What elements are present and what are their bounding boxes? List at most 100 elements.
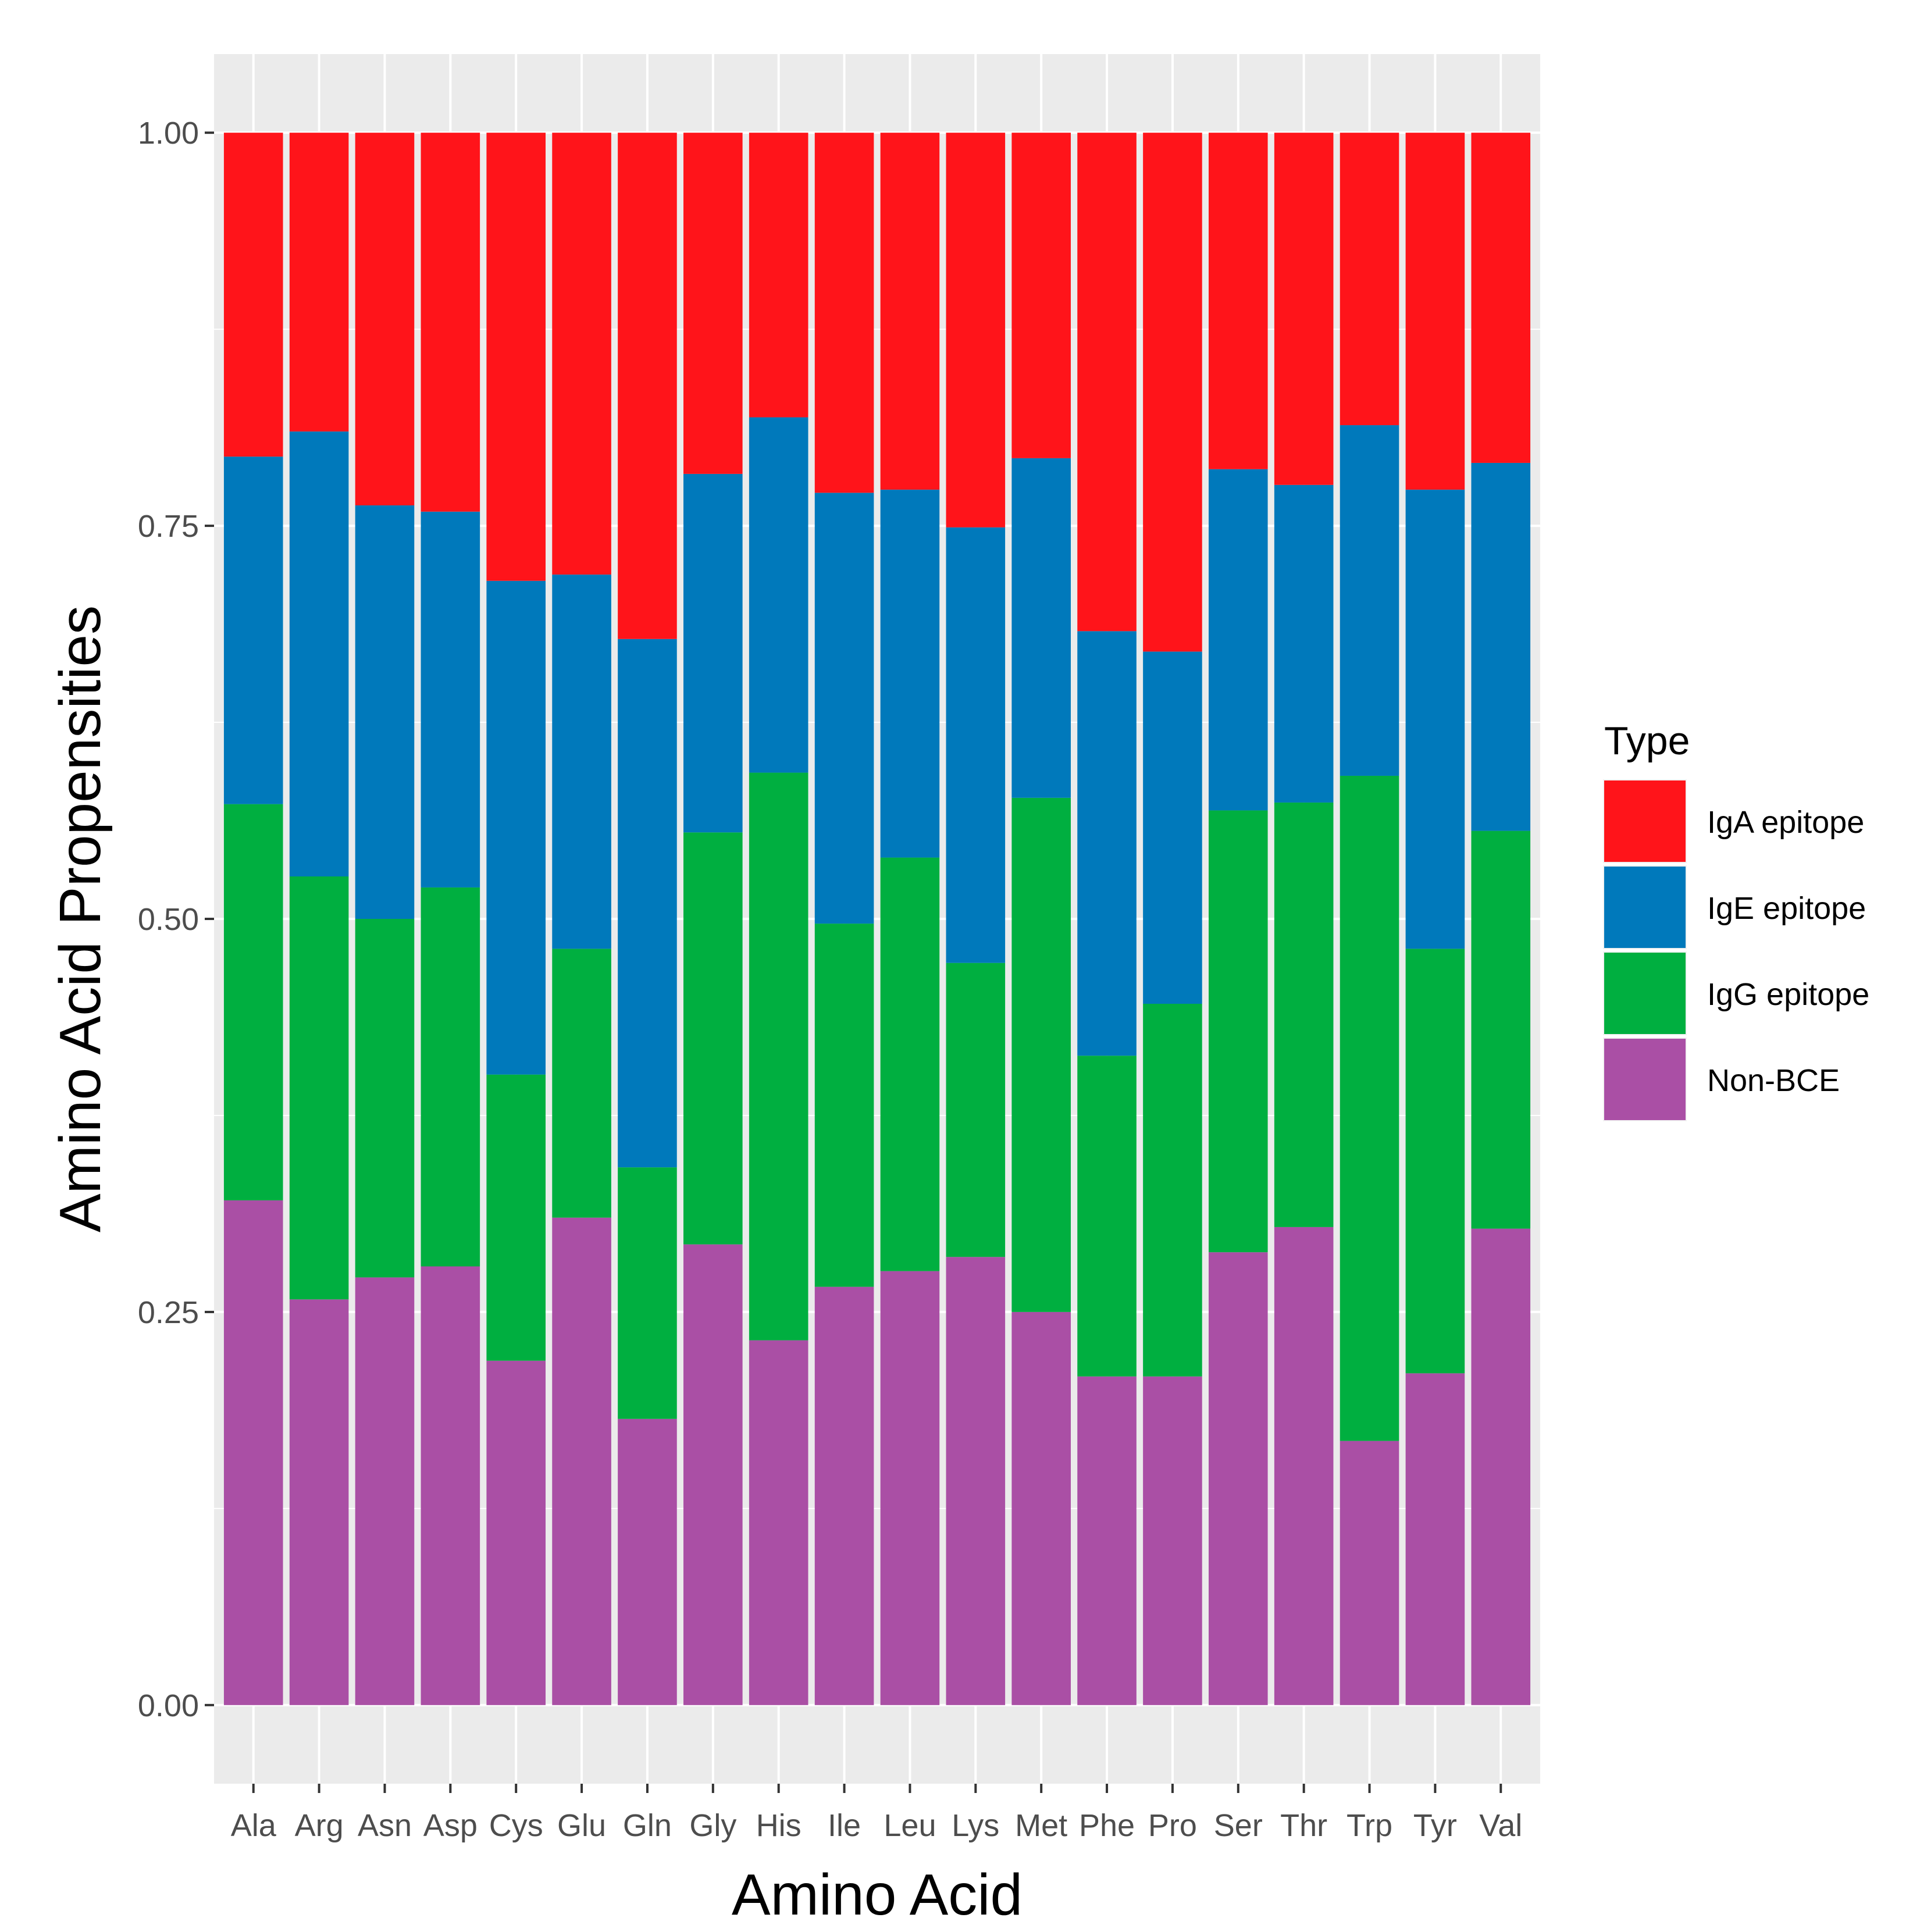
bar-met-iga-epitope xyxy=(1011,133,1071,458)
bar-arg-non-bce xyxy=(289,1299,349,1705)
bar-asn-non-bce xyxy=(355,1277,415,1705)
bar-pro-ige-epitope xyxy=(1143,651,1202,1004)
bar-leu-ige-epitope xyxy=(880,489,940,858)
bar-asn-igg-epitope xyxy=(355,919,415,1278)
bar-asp-igg-epitope xyxy=(421,887,480,1267)
legend-swatch-ige-epitope xyxy=(1604,867,1686,948)
bar-val-ige-epitope xyxy=(1471,462,1531,831)
bar-leu-igg-epitope xyxy=(880,857,940,1271)
bar-glu-igg-epitope xyxy=(552,949,611,1218)
bars xyxy=(223,133,1531,1705)
bar-thr-ige-epitope xyxy=(1274,484,1334,803)
bar-lys-iga-epitope xyxy=(946,133,1006,527)
x-tick-label-met: Met xyxy=(1015,1808,1067,1843)
bar-asp-iga-epitope xyxy=(421,133,480,512)
legend: Type IgA epitope IgE epitope IgG epitope No… xyxy=(1603,719,1869,1121)
x-tick-label-asn: Asn xyxy=(358,1808,412,1843)
x-tick-label-glu: Glu xyxy=(557,1808,606,1843)
x-tick-label-trp: Trp xyxy=(1347,1808,1392,1843)
bar-met-igg-epitope xyxy=(1011,797,1071,1312)
bar-phe-iga-epitope xyxy=(1077,133,1137,632)
x-tick-label-val: Val xyxy=(1479,1808,1522,1843)
x-tick-label-gly: Gly xyxy=(689,1808,736,1843)
bar-asn-iga-epitope xyxy=(355,133,415,505)
bar-gln-non-bce xyxy=(618,1418,677,1705)
bar-trp-ige-epitope xyxy=(1340,425,1399,776)
bar-cys-ige-epitope xyxy=(486,580,546,1075)
bar-asn-ige-epitope xyxy=(355,505,415,919)
bar-glu-iga-epitope xyxy=(552,133,611,575)
bar-arg-igg-epitope xyxy=(289,876,349,1300)
bar-ser-ige-epitope xyxy=(1209,469,1268,811)
bar-trp-non-bce xyxy=(1340,1441,1399,1705)
y-axis: 0.00 0.25 0.50 0.75 1.00 xyxy=(138,116,214,1723)
x-tick-label-ala: Ala xyxy=(231,1808,277,1843)
bar-val-non-bce xyxy=(1471,1228,1531,1705)
bar-his-iga-epitope xyxy=(749,133,808,418)
x-tick-label-phe: Phe xyxy=(1079,1808,1135,1843)
legend-label-ige-epitope: IgE epitope xyxy=(1707,891,1866,926)
bar-tyr-non-bce xyxy=(1405,1373,1465,1705)
y-axis-title: Amino Acid Propensities xyxy=(48,605,113,1232)
bar-glu-ige-epitope xyxy=(552,574,611,949)
legend-label-iga-epitope: IgA epitope xyxy=(1707,805,1864,840)
bar-ala-ige-epitope xyxy=(223,457,283,804)
bar-gln-iga-epitope xyxy=(618,133,677,639)
bar-phe-igg-epitope xyxy=(1077,1056,1137,1377)
x-tick-label-ile: Ile xyxy=(828,1808,861,1843)
bar-arg-ige-epitope xyxy=(289,431,349,877)
bar-lys-ige-epitope xyxy=(946,527,1006,963)
x-axis-title: Amino Acid xyxy=(732,1862,1023,1927)
bar-gly-igg-epitope xyxy=(683,832,743,1245)
bar-cys-igg-epitope xyxy=(486,1074,546,1361)
bar-pro-non-bce xyxy=(1143,1376,1202,1705)
bar-leu-iga-epitope xyxy=(880,133,940,490)
bar-ala-igg-epitope xyxy=(223,804,283,1200)
bar-cys-iga-epitope xyxy=(486,133,546,581)
bar-his-ige-epitope xyxy=(749,417,808,773)
bar-gln-ige-epitope xyxy=(618,639,677,1168)
legend-label-igg-epitope: IgG epitope xyxy=(1707,977,1869,1012)
bar-phe-ige-epitope xyxy=(1077,631,1137,1056)
bar-his-non-bce xyxy=(749,1340,808,1705)
bar-cys-non-bce xyxy=(486,1360,546,1705)
x-tick-label-his: His xyxy=(756,1808,802,1843)
bar-thr-non-bce xyxy=(1274,1227,1334,1705)
bar-pro-iga-epitope xyxy=(1143,133,1202,652)
x-tick-label-arg: Arg xyxy=(295,1808,344,1843)
bar-ile-ige-epitope xyxy=(814,493,874,924)
bar-lys-igg-epitope xyxy=(946,963,1006,1257)
legend-swatch-igg-epitope xyxy=(1604,953,1686,1034)
y-tick-label-4: 1.00 xyxy=(138,116,199,151)
bar-ala-non-bce xyxy=(223,1200,283,1705)
bar-thr-iga-epitope xyxy=(1274,133,1334,485)
y-tick-label-2: 0.50 xyxy=(138,902,199,937)
x-axis: Ala Arg Asn Asp Cys Glu Gln Gly His Ile Leu Lys Met P… xyxy=(231,1784,1522,1843)
bar-ile-igg-epitope xyxy=(814,924,874,1287)
bar-tyr-iga-epitope xyxy=(1405,133,1465,490)
x-tick-label-pro: Pro xyxy=(1148,1808,1197,1843)
bar-val-igg-epitope xyxy=(1471,830,1531,1229)
bar-trp-igg-epitope xyxy=(1340,775,1399,1441)
x-tick-label-ser: Ser xyxy=(1214,1808,1263,1843)
bar-asp-non-bce xyxy=(421,1266,480,1705)
y-tick-label-3: 0.75 xyxy=(138,509,199,544)
bar-lys-non-bce xyxy=(946,1257,1006,1705)
bar-asp-ige-epitope xyxy=(421,511,480,887)
x-tick-label-gln: Gln xyxy=(623,1808,672,1843)
bar-pro-igg-epitope xyxy=(1143,1003,1202,1377)
legend-label-non-bce: Non-BCE xyxy=(1707,1063,1840,1098)
bar-arg-iga-epitope xyxy=(289,133,349,432)
bar-ser-non-bce xyxy=(1209,1252,1268,1705)
bar-met-non-bce xyxy=(1011,1311,1071,1705)
y-tick-label-0: 0.00 xyxy=(138,1688,199,1723)
bar-gly-iga-epitope xyxy=(683,133,743,474)
bar-ser-igg-epitope xyxy=(1209,810,1268,1253)
y-tick-label-1: 0.25 xyxy=(138,1295,199,1330)
bar-ser-iga-epitope xyxy=(1209,133,1268,469)
bar-gln-igg-epitope xyxy=(618,1167,677,1419)
x-tick-label-asp: Asp xyxy=(423,1808,478,1843)
x-tick-label-lys: Lys xyxy=(952,1808,999,1843)
x-tick-label-cys: Cys xyxy=(489,1808,543,1843)
legend-swatch-iga-epitope xyxy=(1604,780,1686,862)
